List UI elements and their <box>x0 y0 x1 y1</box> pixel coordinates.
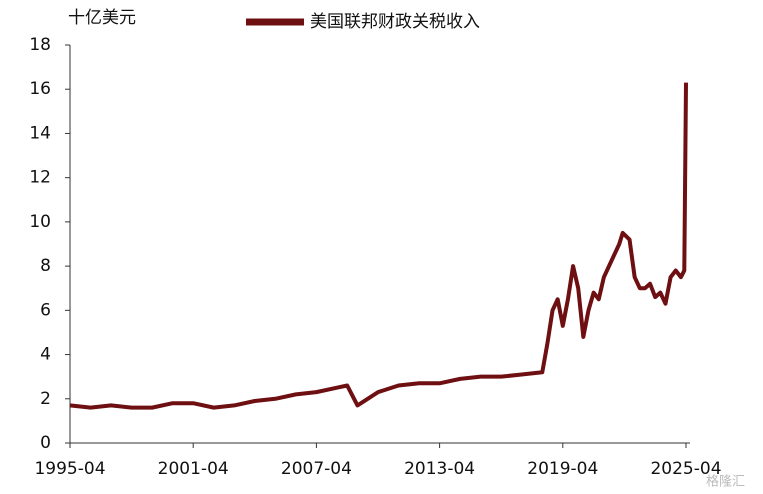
legend-label: 美国联邦财政关税收入 <box>310 12 480 32</box>
y-axis-label: 十亿美元 <box>68 8 136 28</box>
y-tick-label: 2 <box>40 389 51 409</box>
x-tick-label: 2025-04 <box>650 459 721 479</box>
y-tick-label: 4 <box>40 345 51 365</box>
x-tick-label: 2019-04 <box>527 459 598 479</box>
y-tick-label: 14 <box>29 123 51 143</box>
y-tick-label: 16 <box>29 79 51 99</box>
x-tick-label: 2007-04 <box>281 459 352 479</box>
watermark: 格隆汇 <box>706 474 745 490</box>
y-tick-label: 12 <box>29 168 51 188</box>
x-tick-label: 2001-04 <box>158 459 229 479</box>
y-tick-label: 8 <box>40 256 51 276</box>
y-tick-label: 10 <box>29 212 51 232</box>
series-line <box>69 82 688 410</box>
y-tick-label: 0 <box>40 433 51 453</box>
y-tick-label: 18 <box>29 35 51 55</box>
x-tick-label: 2013-04 <box>404 459 475 479</box>
y-tick-label: 6 <box>40 300 51 320</box>
x-tick-label: 1995-04 <box>34 459 105 479</box>
